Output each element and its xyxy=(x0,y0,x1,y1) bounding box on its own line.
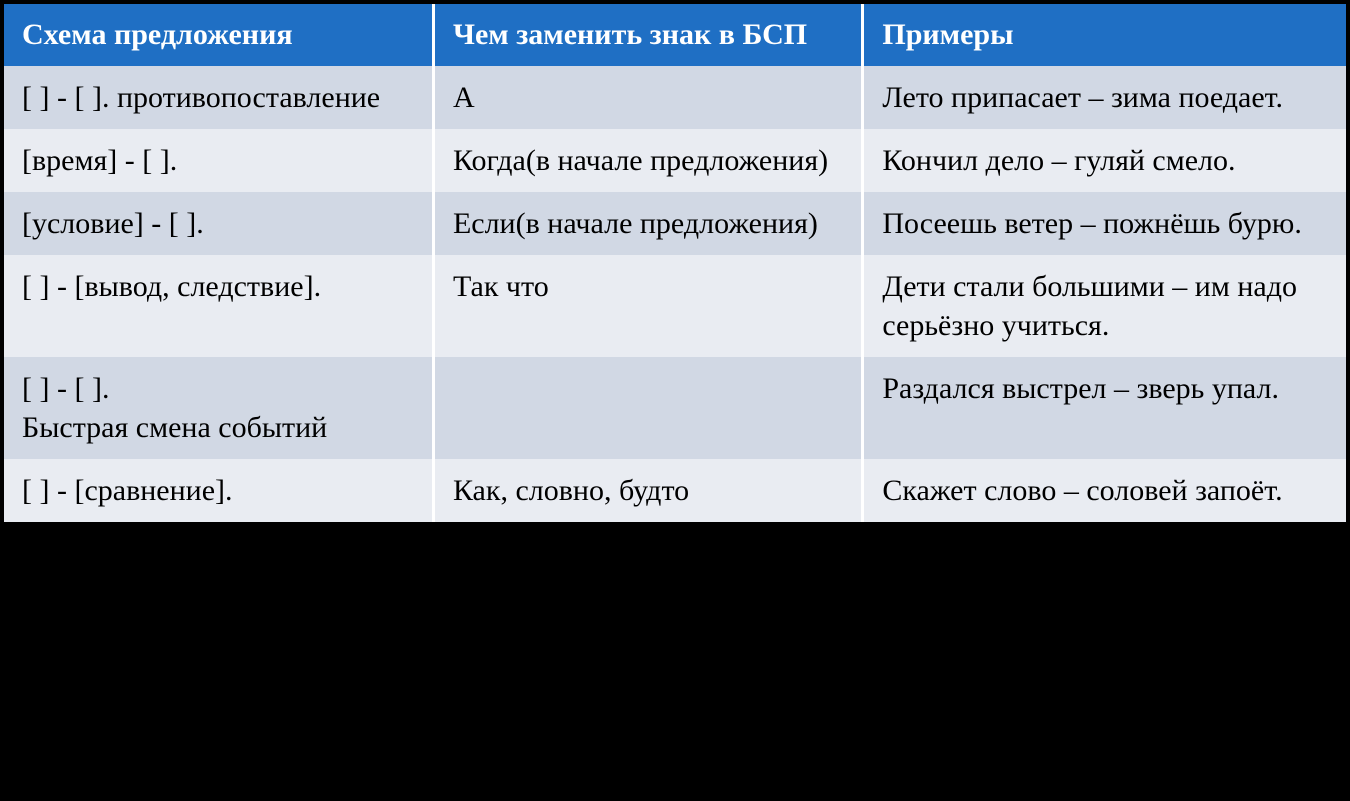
column-header-schema: Схема предложения xyxy=(4,4,433,66)
cell-example: Кончил дело – гуляй смело. xyxy=(863,129,1346,192)
cell-example: Дети стали большими – им надо серьёзно у… xyxy=(863,255,1346,357)
table-row: [условие] - [ ]. Если(в начале предложен… xyxy=(4,192,1346,255)
cell-replace xyxy=(433,357,862,459)
column-header-example: Примеры xyxy=(863,4,1346,66)
table-row: [время] - [ ]. Когда(в начале предложени… xyxy=(4,129,1346,192)
cell-example: Скажет слово – соловей запоёт. xyxy=(863,459,1346,522)
cell-example: Раздался выстрел – зверь упал. xyxy=(863,357,1346,459)
grammar-table: Схема предложения Чем заменить знак в БС… xyxy=(4,4,1346,522)
cell-example: Лето припасает – зима поедает. xyxy=(863,66,1346,129)
cell-replace: Так что xyxy=(433,255,862,357)
cell-replace: А xyxy=(433,66,862,129)
cell-schema: [ ] - [сравнение]. xyxy=(4,459,433,522)
cell-example: Посеешь ветер – пожнёшь бурю. xyxy=(863,192,1346,255)
cell-schema: [условие] - [ ]. xyxy=(4,192,433,255)
table-row: [ ] - [ ]. противопоставление А Лето при… xyxy=(4,66,1346,129)
cell-schema: [ ] - [ ].Быстрая смена событий xyxy=(4,357,433,459)
table-row: [ ] - [вывод, следствие]. Так что Дети с… xyxy=(4,255,1346,357)
cell-schema: [ ] - [вывод, следствие]. xyxy=(4,255,433,357)
column-header-replace: Чем заменить знак в БСП xyxy=(433,4,862,66)
grammar-table-container: Схема предложения Чем заменить знак в БС… xyxy=(4,4,1346,522)
cell-replace: Как, словно, будто xyxy=(433,459,862,522)
cell-replace: Если(в начале предложения) xyxy=(433,192,862,255)
cell-replace: Когда(в начале предложения) xyxy=(433,129,862,192)
table-row: [ ] - [ ].Быстрая смена событий Раздался… xyxy=(4,357,1346,459)
cell-schema: [ ] - [ ]. противопоставление xyxy=(4,66,433,129)
table-row: [ ] - [сравнение]. Как, словно, будто Ск… xyxy=(4,459,1346,522)
table-header-row: Схема предложения Чем заменить знак в БС… xyxy=(4,4,1346,66)
cell-schema: [время] - [ ]. xyxy=(4,129,433,192)
